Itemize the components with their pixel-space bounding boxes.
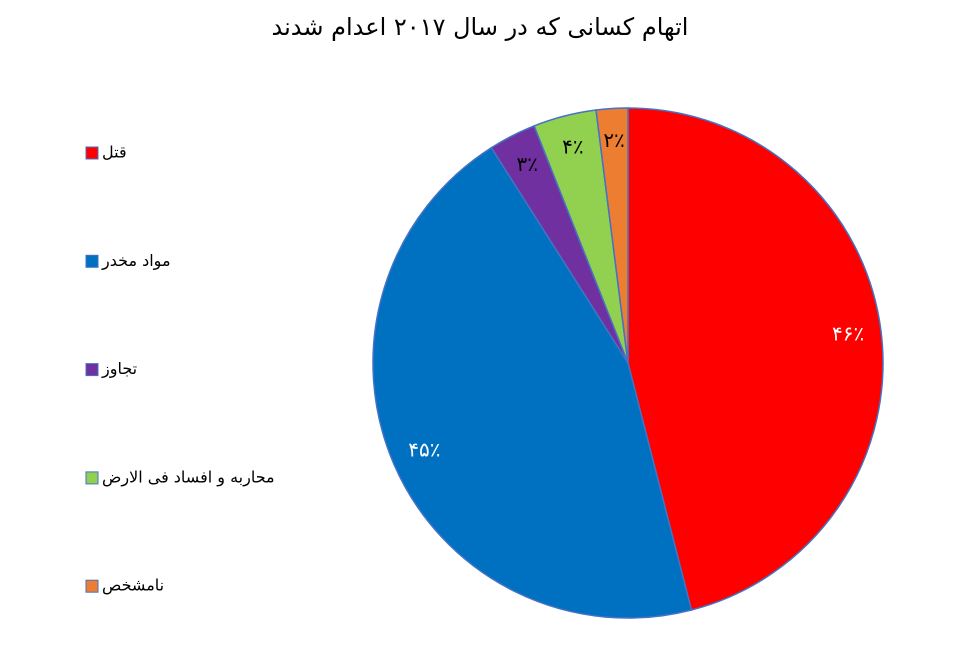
legend-label: نامشخص [102,576,164,596]
legend-label: مواد مخدر [101,251,171,271]
data-label: ۴۶٪ [832,322,864,346]
chart-title: اتهام کسانی که در سال ۲۰۱۷ اعدام شدند [272,13,689,41]
legend-swatch [85,146,99,160]
pie-slice [595,107,629,364]
legend-swatch [85,254,99,268]
legend-label: قتل [102,143,127,162]
data-label: ۴٪ [562,135,583,159]
legend-swatch [85,471,99,485]
data-label: ۳٪ [517,152,538,176]
data-label: ۴۵٪ [408,438,440,462]
data-label: ۲٪ [603,128,624,152]
legend-label: تجاوز [101,359,137,379]
legend-label: محاربه و افساد فی الارض [102,467,275,487]
pie-slice [372,146,693,619]
legend-swatch [85,579,99,593]
legend-swatch [85,363,99,377]
pie-slice [627,107,884,611]
